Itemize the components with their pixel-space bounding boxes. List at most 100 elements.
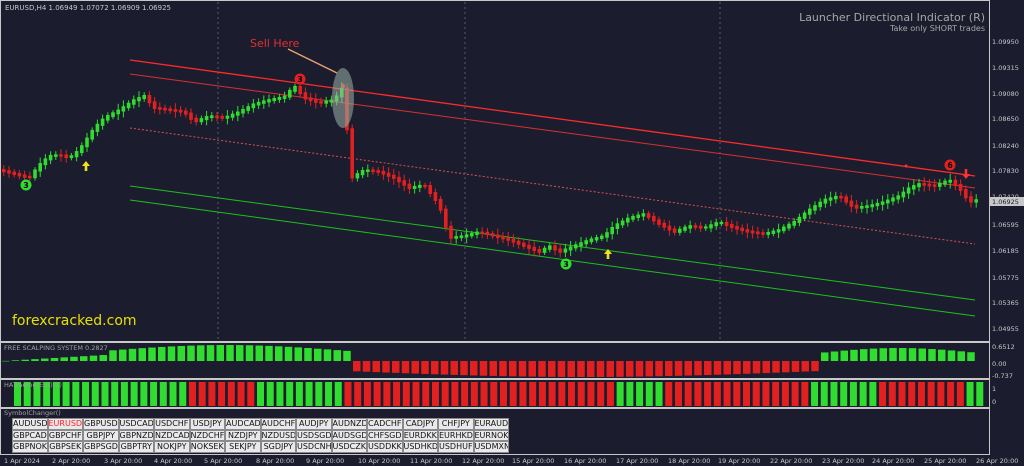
signal-bar [820,382,828,406]
signal-bar [305,382,313,406]
histogram-bar [89,355,98,361]
symbol-button-usdchf[interactable]: USDCHF [154,418,190,430]
histogram-bar [782,361,790,373]
symbol-button-gbpnzd[interactable]: GBPNZD [118,429,154,441]
histogram-bar [11,360,20,361]
candle-body [532,246,536,251]
symbol-button-euraud[interactable]: EURAUD [473,418,509,430]
signal-bar [23,382,31,406]
histogram-bar [314,348,322,361]
signal-bar [363,382,371,406]
symbol-button-nokjpy[interactable]: NOKJPY [154,441,190,453]
symbol-button-usdsgd[interactable]: USDSGD [296,429,332,441]
symbol-button-nzdusd[interactable]: NZDUSD [260,429,296,441]
symbol-button-usdmxn[interactable]: USDMXN [473,441,509,453]
symbol-button-usdhuf[interactable]: USDHUF [438,441,474,453]
signal-bar [130,382,138,406]
symbol-button-usdcnh[interactable]: USDCNH [296,441,332,453]
current-price-tag [990,197,1024,206]
candle-body [85,137,89,148]
signal-bar [169,382,177,406]
histogram-bar [733,361,741,375]
symbol-button-gbpjpy[interactable]: GBPJPY [83,429,119,441]
candle-body [418,184,422,188]
symbol-button-chfsgd[interactable]: CHFSGD [367,429,403,441]
price-label: 1.04955 [992,325,1019,333]
signal-bar [91,382,99,406]
candle-body [80,145,84,154]
histogram-bar [704,361,712,376]
scalping-panel-label: FREE SCALPING SYSTEM 0.2827 [4,344,108,352]
candle-body [428,185,432,194]
symbol-button-gbpchf[interactable]: GBPCHF [47,429,83,441]
candle-body [48,154,53,161]
histogram-bar [470,361,478,376]
symbol-button-gbpnok[interactable]: GBPNOK [12,441,48,453]
symbol-button-chfjpy[interactable]: CHFJPY [438,418,474,430]
signal-bar [548,382,556,406]
symbol-button-usdhkd[interactable]: USDHKD [402,441,438,453]
symbol-button-noksek[interactable]: NOKSEK [189,441,225,453]
signal-bar [558,382,566,406]
candle-body [319,100,323,104]
histogram-bar [31,359,39,361]
candle-body [896,195,900,200]
symbol-button-sekjpy[interactable]: SEKJPY [225,441,261,453]
symbol-button-eurusd[interactable]: EURUSD [47,418,83,430]
signal-bar [674,382,682,406]
signal-bar [188,382,196,406]
indicator-axis-label: 0.00 [992,360,1006,368]
symbol-button-nzdjpy[interactable]: NZDJPY [225,429,261,441]
time-label: 15 Apr 20:00 [512,457,554,465]
candle-body [787,223,791,229]
candle-body [282,95,287,99]
symbol-button-gbpsgd[interactable]: GBPSGD [83,441,119,453]
symbol-button-nzdcad[interactable]: NZDCAD [154,429,190,441]
symbol-button-audcad[interactable]: AUDCAD [225,418,261,430]
candle-body [475,231,479,235]
candle-body [199,118,204,123]
candle-body [771,230,776,234]
scalping-histogram [2,345,975,377]
signal-bar [150,382,158,406]
symbol-button-audchf[interactable]: AUDCHF [260,418,296,430]
symbol-button-cadjpy[interactable]: CADJPY [402,418,438,430]
time-label: 9 Apr 20:00 [306,457,344,465]
price-label: 1.07830 [992,167,1019,175]
channel-upper-red [129,59,976,177]
price-label: 1.09950 [992,38,1019,46]
symbol-button-usddkk[interactable]: USDDKK [367,441,403,453]
symbol-button-nzdchf[interactable]: NZDCHF [189,429,225,441]
candle-body [938,182,942,187]
histogram-bar [109,350,117,361]
symbol-button-gbpcad[interactable]: GBPCAD [12,429,48,441]
symbol-button-audnzd[interactable]: AUDNZD [331,418,367,430]
candle-body [917,183,921,188]
symbol-button-audusd[interactable]: AUDUSD [12,418,48,430]
symbol-button-usdjpy[interactable]: USDJPY [189,418,225,430]
symbol-button-eurhkd[interactable]: EURHKD [438,429,474,441]
symbol-button-eurdkk[interactable]: EURDKK [402,429,438,441]
candle-body [709,224,713,229]
symbol-button-usdczk[interactable]: USDCZK [331,441,367,453]
symbol-button-audjpy[interactable]: AUDJPY [296,418,332,430]
symbol-button-gbptry[interactable]: GBPTRY [118,441,154,453]
symbol-button-usdcad[interactable]: USDCAD [118,418,154,430]
candle-body [823,198,828,204]
symbol-button-sgdjpy[interactable]: SGDJPY [260,441,296,453]
signal-bar [665,382,673,406]
signal-bar [597,382,605,406]
symbol-button-gbpusd[interactable]: GBPUSD [83,418,119,430]
candle-body [251,103,256,109]
candle-body [152,101,157,110]
histogram-bar [489,361,497,376]
signal-bar [966,382,974,406]
histogram-bar [343,350,351,361]
symbol-button-audsgd[interactable]: AUDSGD [331,429,367,441]
symbol-button-gbpsek[interactable]: GBPSEK [47,441,83,453]
symbol-button-eurnok[interactable]: EURNOK [473,429,509,441]
candle-body [407,183,412,189]
symbol-button-cadchf[interactable]: CADCHF [367,418,403,430]
symbol-changer-grid: AUDUSD EURUSD GBPUSD USDCAD USDCHF USDJPY AUDC… [12,418,509,453]
